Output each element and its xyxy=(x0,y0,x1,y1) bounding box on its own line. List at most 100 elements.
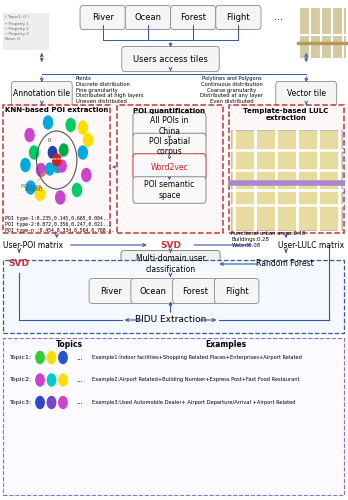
Circle shape xyxy=(53,160,62,172)
Text: POI type-1:0.235,0.145,0.665,0.004...
POI type-2:0.872,0.356,0.247,0.021...
POI : POI type-1:0.235,0.145,0.665,0.004... PO… xyxy=(5,216,114,232)
Text: Topic1:: Topic1: xyxy=(10,355,32,360)
Text: Ocean: Ocean xyxy=(140,286,167,296)
FancyBboxPatch shape xyxy=(173,278,217,303)
FancyBboxPatch shape xyxy=(298,8,346,58)
FancyBboxPatch shape xyxy=(229,105,344,232)
Text: ...: ... xyxy=(77,354,83,360)
FancyBboxPatch shape xyxy=(131,278,175,303)
Circle shape xyxy=(47,396,56,408)
Text: User-LULC matrix: User-LULC matrix xyxy=(278,240,345,250)
Text: ( Topic1: 0 ): ( Topic1: 0 ) xyxy=(5,15,28,19)
FancyBboxPatch shape xyxy=(117,105,223,232)
Circle shape xyxy=(59,352,67,364)
Circle shape xyxy=(59,374,67,386)
Text: POI quantification: POI quantification xyxy=(134,108,205,114)
Text: • Property 1
• Property 2
• Property 3: • Property 1 • Property 2 • Property 3 xyxy=(5,22,28,36)
Text: User-POI matrix: User-POI matrix xyxy=(3,240,63,250)
Text: Multi-domain user
classification: Multi-domain user classification xyxy=(136,254,205,274)
Text: Note: 0: Note: 0 xyxy=(5,38,19,42)
Circle shape xyxy=(30,146,39,159)
Text: Ocean: Ocean xyxy=(134,13,161,22)
Circle shape xyxy=(25,128,34,141)
Circle shape xyxy=(35,188,45,200)
Text: Points
Discrete distribution
Fine granularity
Distributed at high layers
Uneven : Points Discrete distribution Fine granul… xyxy=(76,76,143,104)
Text: Annotation tile: Annotation tile xyxy=(13,90,70,98)
FancyBboxPatch shape xyxy=(3,105,110,232)
Circle shape xyxy=(36,396,44,408)
Circle shape xyxy=(59,396,67,408)
Text: All POIs in
China: All POIs in China xyxy=(150,116,189,136)
FancyBboxPatch shape xyxy=(133,154,206,180)
FancyBboxPatch shape xyxy=(3,12,49,50)
Text: SVD: SVD xyxy=(160,240,181,250)
Text: Word2vec: Word2vec xyxy=(151,162,188,172)
Circle shape xyxy=(36,374,44,386)
Circle shape xyxy=(78,146,87,159)
Text: POI spatial
corpus: POI spatial corpus xyxy=(149,137,190,156)
Text: Flight: Flight xyxy=(225,286,248,296)
Circle shape xyxy=(72,184,81,196)
Circle shape xyxy=(47,352,56,364)
Text: River: River xyxy=(92,13,114,22)
Text: Functional urban areas:0.43
Buildings:0.28
Water:0.08: Functional urban areas:0.43 Buildings:0.… xyxy=(231,231,306,248)
Circle shape xyxy=(78,121,87,134)
Text: SVD: SVD xyxy=(9,260,30,268)
FancyBboxPatch shape xyxy=(171,6,216,30)
Text: Example2:Airport Related+Building Number+Express Post+Fast Food Restaurant: Example2:Airport Related+Building Number… xyxy=(92,378,300,382)
Text: River: River xyxy=(100,286,122,296)
Text: Flight: Flight xyxy=(227,13,250,22)
Text: ...: ... xyxy=(77,400,83,406)
FancyBboxPatch shape xyxy=(3,338,344,495)
Circle shape xyxy=(46,163,54,175)
Circle shape xyxy=(47,374,56,386)
FancyBboxPatch shape xyxy=(276,82,337,106)
Text: Examples: Examples xyxy=(206,340,247,349)
FancyBboxPatch shape xyxy=(121,250,220,278)
FancyBboxPatch shape xyxy=(3,260,344,332)
Text: Forest: Forest xyxy=(180,13,206,22)
Text: Template-based LULC
extraction: Template-based LULC extraction xyxy=(244,108,329,120)
FancyBboxPatch shape xyxy=(11,82,72,106)
Circle shape xyxy=(60,144,68,156)
Text: Random Forest: Random Forest xyxy=(256,260,314,268)
Circle shape xyxy=(44,116,53,129)
Text: Forest: Forest xyxy=(182,286,208,296)
Circle shape xyxy=(37,164,46,176)
Text: Users access tiles: Users access tiles xyxy=(133,54,208,64)
Text: Vector tile: Vector tile xyxy=(287,90,326,98)
Circle shape xyxy=(21,158,30,172)
Text: POI type: POI type xyxy=(21,184,42,189)
Text: POI semantic
space: POI semantic space xyxy=(144,180,195,200)
FancyBboxPatch shape xyxy=(214,278,259,303)
FancyBboxPatch shape xyxy=(133,176,206,203)
Text: KNN-based POI extraction: KNN-based POI extraction xyxy=(5,108,108,114)
FancyBboxPatch shape xyxy=(133,133,206,160)
Circle shape xyxy=(56,191,65,204)
Circle shape xyxy=(26,181,35,194)
Circle shape xyxy=(36,352,44,364)
Circle shape xyxy=(48,146,57,158)
Text: Topics: Topics xyxy=(56,340,83,349)
FancyBboxPatch shape xyxy=(216,6,261,30)
Circle shape xyxy=(82,168,91,181)
Text: Polylines and Polygons
Continuous distribution
Coarse granularity
Distributed at: Polylines and Polygons Continuous distri… xyxy=(200,76,263,104)
Text: ...: ... xyxy=(77,377,83,383)
Text: Example3:Used Automobile Dealer+ Airport Departure/Arrival +Airport Related: Example3:Used Automobile Dealer+ Airport… xyxy=(92,400,296,405)
Text: center: center xyxy=(51,158,65,162)
Text: ...: ... xyxy=(274,12,283,22)
FancyBboxPatch shape xyxy=(125,6,171,30)
Circle shape xyxy=(66,118,75,132)
FancyBboxPatch shape xyxy=(231,130,342,230)
Text: BIDU Extraction: BIDU Extraction xyxy=(135,316,206,324)
Text: Topic3:: Topic3: xyxy=(10,400,33,405)
Circle shape xyxy=(53,154,61,166)
Circle shape xyxy=(58,160,66,172)
Text: context: context xyxy=(25,188,44,192)
FancyBboxPatch shape xyxy=(122,46,219,72)
FancyBboxPatch shape xyxy=(80,6,125,30)
Circle shape xyxy=(84,134,93,146)
Text: Topic2:: Topic2: xyxy=(10,378,33,382)
Text: Example1:Indoor facilities+Shopping Related Places+Enterprises+Airport Related: Example1:Indoor facilities+Shopping Rela… xyxy=(92,355,302,360)
Text: R: R xyxy=(47,138,51,143)
FancyBboxPatch shape xyxy=(133,112,206,139)
